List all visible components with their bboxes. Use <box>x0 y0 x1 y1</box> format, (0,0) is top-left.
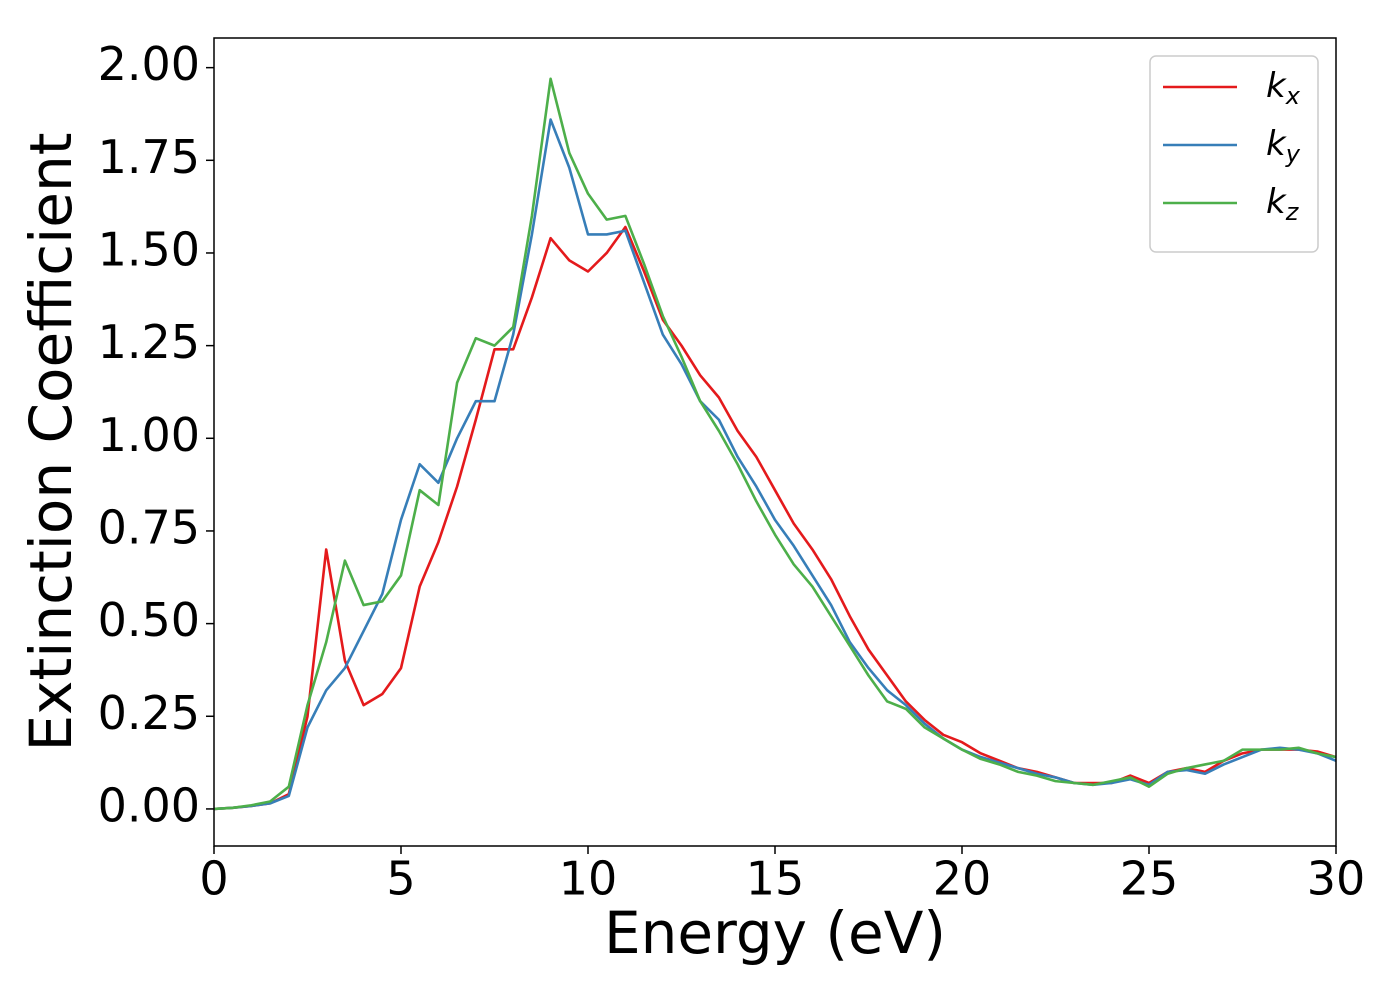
legend-label: kz <box>1266 182 1300 227</box>
x-tick-label: 20 <box>933 852 992 906</box>
x-axis-label: Energy (eV) <box>604 899 946 967</box>
y-axis-label: Extinction Coefficient <box>17 133 85 752</box>
y-tick-label: 1.50 <box>98 222 200 276</box>
x-tick-label: 30 <box>1307 852 1366 906</box>
x-tick-label: 15 <box>746 852 805 906</box>
x-tick-label: 5 <box>386 852 415 906</box>
plot-frame <box>213 37 1337 847</box>
legend-label: kx <box>1266 66 1301 111</box>
y-tick-label: 0.25 <box>98 686 200 740</box>
x-tick-label: 0 <box>199 852 228 906</box>
y-tick-label: 2.00 <box>98 37 200 91</box>
y-tick-label: 0.50 <box>98 593 200 647</box>
legend-label: ky <box>1266 124 1301 169</box>
line-series <box>214 225 1336 811</box>
line-series <box>214 77 1336 811</box>
y-tick-label: 1.75 <box>98 130 200 184</box>
y-tick-label: 1.00 <box>98 408 200 462</box>
x-tick-label: 10 <box>559 852 618 906</box>
x-tick-label: 25 <box>1120 852 1179 906</box>
line-series <box>214 118 1336 811</box>
y-tick-label: 0.75 <box>98 500 200 554</box>
y-tick-label: 1.25 <box>98 315 200 369</box>
y-tick-label: 0.00 <box>98 778 200 832</box>
